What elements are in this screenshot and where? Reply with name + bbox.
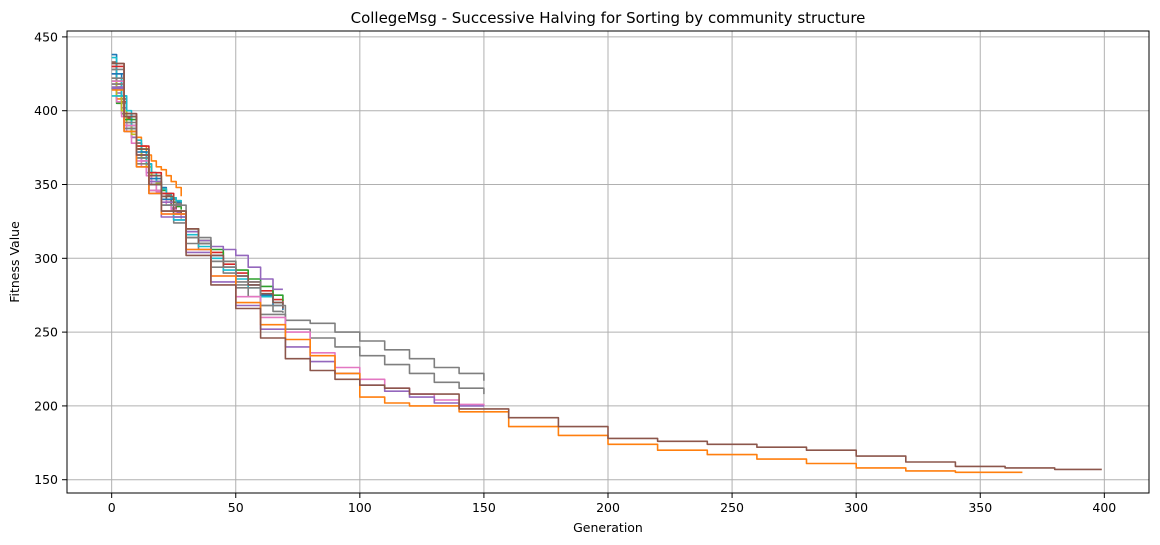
- series-line-22: [111, 89, 1023, 474]
- series-line-20: [111, 80, 485, 406]
- series-line-1: [111, 53, 182, 206]
- x-axis-label: Generation: [573, 520, 643, 535]
- grid-layer: [67, 31, 1149, 493]
- y-tick-label: 300: [34, 251, 58, 266]
- series-line-16: [111, 95, 284, 306]
- y-tick-label: 450: [34, 29, 58, 44]
- series-layer: [111, 53, 1102, 474]
- series-line-13: [111, 80, 284, 302]
- series-line-23: [111, 62, 1102, 471]
- y-tick-label: 400: [34, 103, 58, 118]
- chart-title: CollegeMsg - Successive Halving for Sort…: [351, 9, 866, 27]
- x-tick-label: 150: [472, 500, 496, 515]
- x-tick-label: 200: [596, 500, 620, 515]
- x-tick-label: 100: [348, 500, 372, 515]
- x-tick-label: 300: [844, 500, 868, 515]
- series-line-12: [111, 73, 284, 310]
- y-tick-label: 250: [34, 325, 58, 340]
- x-tick-label: 250: [720, 500, 744, 515]
- y-tick-label: 350: [34, 177, 58, 192]
- x-tick-label: 50: [228, 500, 244, 515]
- series-line-18: [111, 77, 485, 381]
- series-line-14: [111, 87, 283, 291]
- y-tick-label: 150: [34, 472, 58, 487]
- y-axis-ticks: 150 200 250 300 350 400 450: [34, 29, 67, 487]
- series-line-15: [111, 68, 284, 313]
- series-line-11: [111, 65, 284, 306]
- x-tick-label: 0: [108, 500, 116, 515]
- x-axis-ticks: 0 50 100 150 200 250 300 350 400: [108, 493, 1116, 515]
- y-tick-label: 200: [34, 398, 58, 413]
- series-line-17: [111, 62, 284, 309]
- x-tick-label: 350: [968, 500, 992, 515]
- x-tick-label: 400: [1092, 500, 1116, 515]
- y-axis-label: Fitness Value: [7, 221, 22, 303]
